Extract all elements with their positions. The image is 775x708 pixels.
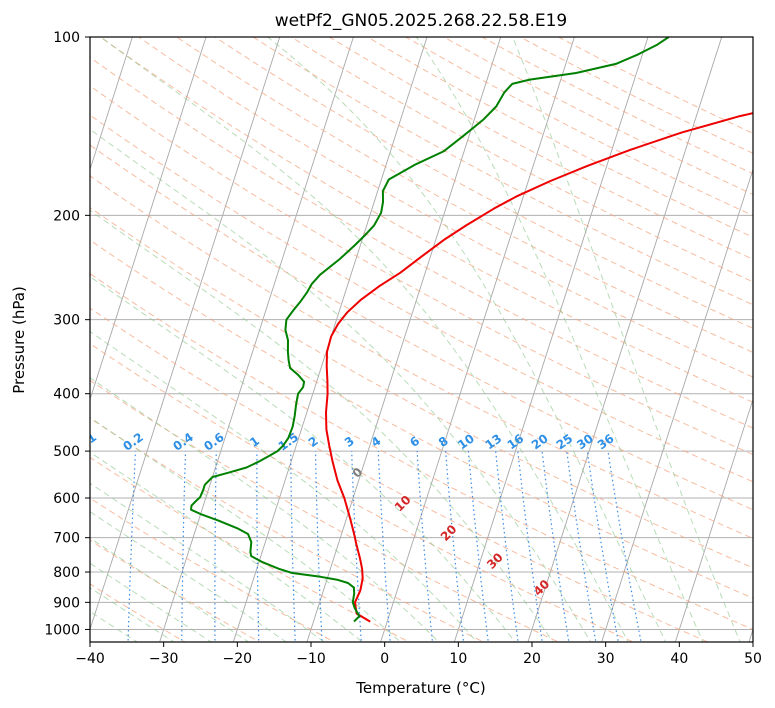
moist-adiabat	[90, 451, 364, 642]
y-tick-label: 800	[53, 565, 80, 581]
x-tick-label: −40	[75, 651, 105, 667]
isotherm-line	[601, 167, 753, 642]
y-tick-label: 400	[53, 387, 80, 403]
mixing-ratio-label: 0.1	[74, 430, 99, 454]
x-tick-label: −10	[296, 651, 326, 667]
isobar-gridlines	[90, 37, 753, 630]
mixing-ratio-line	[586, 451, 619, 642]
dry-adiabat	[90, 273, 753, 630]
moist-adiabat	[90, 128, 592, 642]
moist-adiabat	[99, 37, 629, 642]
dry-adiabat	[90, 417, 485, 642]
moist-adiabat	[90, 416, 402, 642]
y-tick-label: 200	[53, 208, 80, 224]
isotherm-line	[380, 37, 575, 642]
dry-adiabat	[90, 175, 753, 539]
y-tick-label: 600	[53, 491, 80, 507]
isotherm-line	[527, 37, 723, 642]
isotherm-line	[159, 37, 354, 642]
isotherm-line	[90, 37, 281, 631]
dry-adiabat	[90, 144, 753, 511]
dry-adiabat	[90, 539, 261, 642]
mixing-ratio-line	[607, 451, 642, 642]
y-tick-label: 500	[53, 444, 80, 460]
dry-adiabat	[90, 206, 753, 569]
moist-adiabat	[90, 377, 440, 642]
x-tick-label: 0	[380, 651, 389, 667]
dry-adiabat	[90, 379, 560, 642]
moist-adiabat	[512, 37, 741, 642]
dry-adiabat	[90, 307, 710, 642]
y-tick-label: 700	[53, 531, 80, 547]
y-tick-label: 900	[53, 595, 80, 611]
dewpoint-profile-line	[190, 37, 670, 623]
dry-adiabat	[290, 37, 753, 283]
dry-adiabat	[90, 456, 411, 642]
isotherm-line	[306, 37, 502, 642]
profile-series	[190, 37, 753, 623]
y-axis: 100 200 300 400 500 600 700 800 900 1000	[44, 30, 90, 638]
moist-adiabat	[90, 511, 288, 642]
moist-adiabat	[266, 37, 667, 642]
x-tick-label: −20	[223, 651, 253, 667]
dry-adiabat	[252, 37, 753, 306]
mixing-ratio-line	[566, 451, 597, 642]
y-tick-label: 100	[53, 30, 80, 46]
temperature-profile-line	[325, 112, 753, 623]
dry-adiabat	[519, 37, 753, 154]
dry-adiabat	[481, 37, 753, 175]
moist-adiabat	[415, 37, 704, 642]
dry-adiabat	[90, 85, 753, 456]
moist-adiabat	[90, 482, 325, 642]
dry-adiabat	[328, 37, 753, 260]
dry-adiabat	[442, 37, 753, 196]
x-axis-title: Temperature (°C)	[355, 679, 485, 697]
plot-frame	[89, 36, 754, 643]
dry-adiabat	[90, 114, 753, 483]
dry-adiabats	[90, 37, 753, 642]
mixing-ratio-lines	[127, 451, 642, 642]
x-tick-label: 10	[449, 651, 467, 667]
moist-adiabat	[90, 562, 213, 642]
isotherm-line	[453, 37, 649, 642]
y-tick-label: 1000	[44, 622, 80, 638]
x-tick-label: 30	[597, 651, 615, 667]
x-tick-label: 40	[670, 651, 688, 667]
skewed-isotherms	[90, 37, 753, 642]
dry-adiabat	[214, 37, 753, 329]
x-tick-label: 50	[744, 651, 762, 667]
dry-adiabat	[90, 239, 753, 599]
isotherm-line	[90, 37, 133, 171]
y-axis-title: Pressure (hPa)	[10, 286, 28, 394]
moist-adiabat	[90, 209, 554, 642]
dry-adiabat	[90, 56, 753, 429]
moist-adiabat	[90, 276, 516, 642]
x-axis: −40 −30 −20 −10 0 10 20 30 40 50	[75, 642, 762, 667]
isotherm-line	[90, 37, 207, 401]
x-tick-label: 20	[523, 651, 541, 667]
chart-title: wetPf2_GN05.2025.268.22.58.E19	[275, 11, 567, 31]
y-tick-label: 300	[53, 313, 80, 329]
isotherm-line	[674, 397, 753, 642]
x-tick-label: −30	[149, 651, 179, 667]
